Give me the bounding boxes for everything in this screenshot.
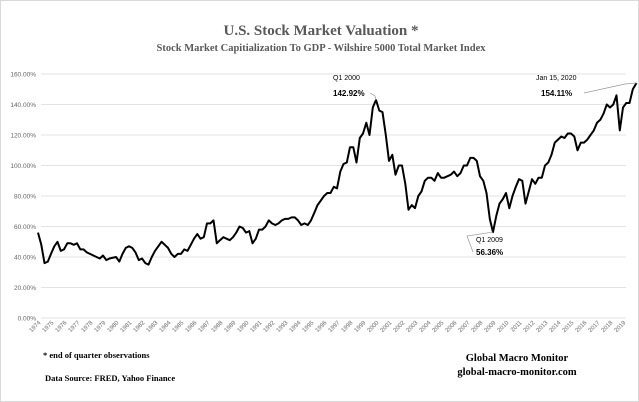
x-tick-label: 1985: [172, 320, 186, 334]
x-tick-label: 1993: [276, 320, 290, 334]
x-tick-label: 1979: [94, 320, 108, 334]
series-line: [37, 82, 638, 266]
x-tick-label: 2012: [523, 320, 537, 334]
x-tick-label: 2000: [367, 320, 381, 334]
x-tick-label: 1988: [211, 320, 225, 334]
x-tick-label: 2006: [445, 320, 459, 334]
x-tick-label: 2010: [497, 320, 511, 334]
x-tick-label: 2007: [458, 320, 472, 334]
footnote: * end of quarter observations: [43, 350, 150, 360]
x-tick-label: 2014: [549, 320, 563, 334]
y-tick-label: 100.00%: [10, 163, 36, 170]
annotation-value: 142.92%: [333, 89, 365, 98]
x-tick-label: 2016: [575, 320, 589, 334]
y-tick-label: 20.00%: [14, 285, 36, 292]
x-tick-label: 1984: [159, 320, 173, 334]
x-tick-label: 2002: [393, 320, 407, 334]
x-tick-label: 2011: [510, 320, 524, 334]
chart-subtitle: Stock Market Capitialization To GDP - Wi…: [156, 43, 486, 54]
y-tick-label: 120.00%: [10, 133, 36, 140]
x-tick-label: 2008: [471, 320, 485, 334]
x-tick-label: 1982: [133, 320, 147, 334]
annotation-leader: [466, 231, 494, 253]
x-tick-label: 1981: [120, 320, 134, 334]
x-tick-label: 1996: [315, 320, 329, 334]
x-tick-label: 2013: [536, 320, 550, 334]
x-tick-label: 1983: [146, 320, 160, 334]
x-tick-label: 2004: [419, 320, 433, 334]
x-tick-label: 1975: [42, 320, 56, 334]
y-tick-label: 160.00%: [10, 72, 36, 79]
x-tick-label: 1997: [328, 320, 342, 334]
x-tick-label: 1989: [224, 320, 238, 334]
y-tick-label: 80.00%: [14, 194, 36, 201]
annotation-leader: [369, 92, 377, 101]
x-tick-label: 1990: [237, 320, 251, 334]
x-tick-label: 1992: [263, 320, 277, 334]
x-tick-label: 2015: [562, 320, 576, 334]
chart-title: U.S. Stock Market Valuation *: [223, 23, 418, 39]
data-source: Data Source: FRED, Yahoo Finance: [45, 373, 175, 383]
x-tick-label: 1986: [185, 320, 199, 334]
x-tick-label: 2018: [601, 320, 615, 334]
x-tick-label: 1991: [250, 320, 264, 334]
annotation-value: 56.36%: [476, 248, 503, 257]
x-tick-label: 1980: [107, 320, 121, 334]
x-tick-label: 1977: [68, 320, 82, 334]
annotation-value: 154.11%: [541, 89, 572, 98]
y-tick-label: 140.00%: [10, 102, 36, 109]
x-tick-label: 2001: [380, 320, 394, 334]
x-tick-label: 2005: [432, 320, 446, 334]
x-tick-label: 1976: [55, 320, 69, 334]
x-tick-label: 1987: [198, 320, 212, 334]
x-tick-label: 1999: [354, 320, 368, 334]
y-tick-label: 40.00%: [14, 255, 36, 262]
x-tick-label: 1995: [302, 320, 316, 334]
x-tick-label: 2003: [406, 320, 420, 334]
y-tick-label: 60.00%: [14, 224, 36, 231]
annotation-leader: [583, 82, 637, 94]
x-tick-label: 1994: [289, 320, 303, 334]
x-tick-label: 2017: [588, 320, 602, 334]
y-tick-label: 0.00%: [18, 316, 37, 323]
brand-site: global-macro-monitor.com: [457, 367, 577, 378]
annotation-label: Q1 2009: [476, 237, 503, 244]
annotation-label: Q1 2000: [333, 75, 360, 82]
annotation-label: Jan 15, 2020: [536, 75, 577, 82]
x-tick-label: 2019: [614, 320, 628, 334]
x-tick-label: 2009: [484, 320, 498, 334]
brand-name: Global Macro Monitor: [466, 353, 569, 364]
x-tick-label: 1978: [81, 320, 95, 334]
x-tick-label: 1998: [341, 320, 355, 334]
